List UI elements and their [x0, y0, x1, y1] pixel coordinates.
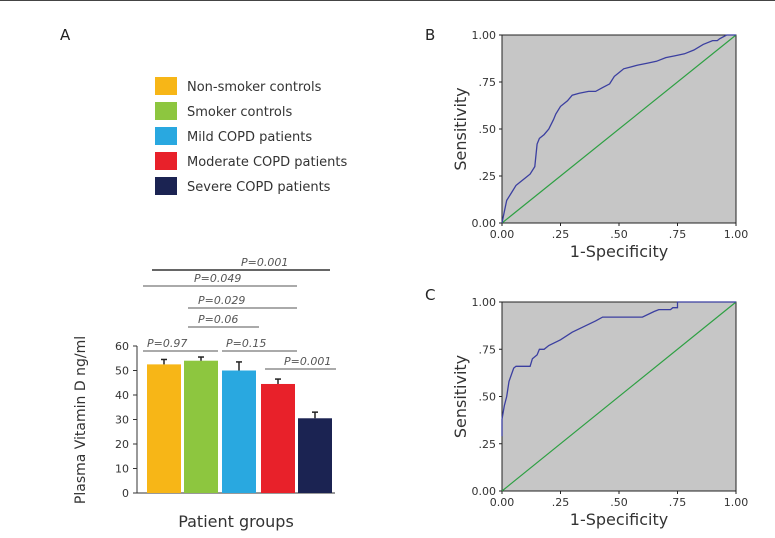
y-tick-label: 0.00: [472, 485, 497, 498]
y-axis-title: Sensitivity: [451, 87, 470, 170]
legend: Non-smoker controls Smoker controls Mild…: [155, 77, 348, 195]
x-tick-label: .25: [552, 228, 570, 241]
y-tick-label: 50: [115, 365, 129, 378]
y-tick-label: 30: [115, 414, 129, 427]
x-tick-label: 1.00: [724, 496, 749, 509]
x-axis-title: 1-Specificity: [570, 510, 668, 529]
y-tick-label: 1.00: [472, 29, 497, 42]
p-value-label: P=0.049: [194, 272, 241, 285]
bar: [222, 370, 256, 493]
x-tick-label: .75: [669, 228, 687, 241]
bar: [261, 383, 295, 493]
x-tick-label: 0.00: [490, 496, 515, 509]
legend-label-severe: Severe COPD patients: [187, 180, 331, 195]
legend-swatch-moderate: [155, 152, 177, 170]
legend-swatch-smoker: [155, 102, 177, 120]
legend-label-nonsmoker: Non-smoker controls: [187, 80, 322, 95]
y-tick-label: .75: [479, 76, 497, 89]
roc-curve: [501, 301, 736, 437]
y-tick-label: 60: [115, 340, 129, 353]
y-axis-title: Sensitivity: [451, 355, 470, 438]
y-tick-label: .75: [479, 343, 497, 356]
p-value-label: P=0.001: [284, 355, 331, 368]
bar-chart-a: 0 10 20 30 40 50 60 Plasma Vitamin D ng/ml Patie…: [73, 256, 336, 531]
panel-letter-b: B: [425, 26, 435, 44]
y-tick-label: .50: [479, 391, 497, 404]
x-tick-label: .25: [552, 496, 570, 509]
legend-swatch-severe: [155, 177, 177, 195]
p-value-label: P=0.001: [241, 256, 288, 269]
y-tick-label: 1.00: [472, 296, 497, 309]
x-tick-label: 1.00: [724, 228, 749, 241]
bar: [184, 360, 218, 493]
y-tick-label: 0: [122, 487, 129, 500]
x-tick-label: .50: [610, 496, 628, 509]
y-tick-label: 10: [115, 463, 129, 476]
p-value-label: P=0.06: [198, 313, 238, 326]
legend-swatch-mild: [155, 127, 177, 145]
reference-line: [501, 301, 737, 492]
y-tick-label: .25: [479, 438, 497, 451]
panel-letter-c: C: [425, 286, 435, 304]
y-axis-title: Plasma Vitamin D ng/ml: [73, 336, 89, 504]
x-tick-label: .50: [610, 228, 628, 241]
p-value-label: P=0.15: [226, 337, 266, 350]
bar: [298, 418, 332, 493]
p-value-label: P=0.029: [198, 294, 245, 307]
x-tick-label: 0.00: [490, 228, 515, 241]
reference-line: [501, 34, 737, 224]
legend-label-moderate: Moderate COPD patients: [187, 155, 348, 170]
y-tick-label: .50: [479, 123, 497, 136]
y-tick-label: .25: [479, 170, 497, 183]
x-tick-label: .75: [669, 496, 687, 509]
legend-label-smoker: Smoker controls: [187, 105, 292, 120]
y-tick-label: 0.00: [472, 217, 497, 230]
roc-chart-b: 0.00 .25 .50 .75 1.00 0.00 .25 .50 .75 1.00 1-Spec…: [451, 29, 748, 261]
roc-chart-c: 0.00 .25 .50 .75 1.00 0.00 .25 .50 .75 1.00 1-Spec…: [451, 296, 748, 529]
x-axis-title: Patient groups: [178, 512, 294, 531]
y-tick-label: 40: [115, 389, 129, 402]
legend-swatch-nonsmoker: [155, 77, 177, 95]
top-border: [0, 0, 775, 1]
y-tick-label: 20: [115, 438, 129, 451]
x-axis-title: 1-Specificity: [570, 242, 668, 261]
panel-letter-a: A: [60, 26, 71, 44]
legend-label-mild: Mild COPD patients: [187, 130, 312, 145]
bar: [147, 364, 181, 493]
p-value-label: P=0.97: [147, 337, 187, 350]
roc-curve: [501, 34, 736, 224]
